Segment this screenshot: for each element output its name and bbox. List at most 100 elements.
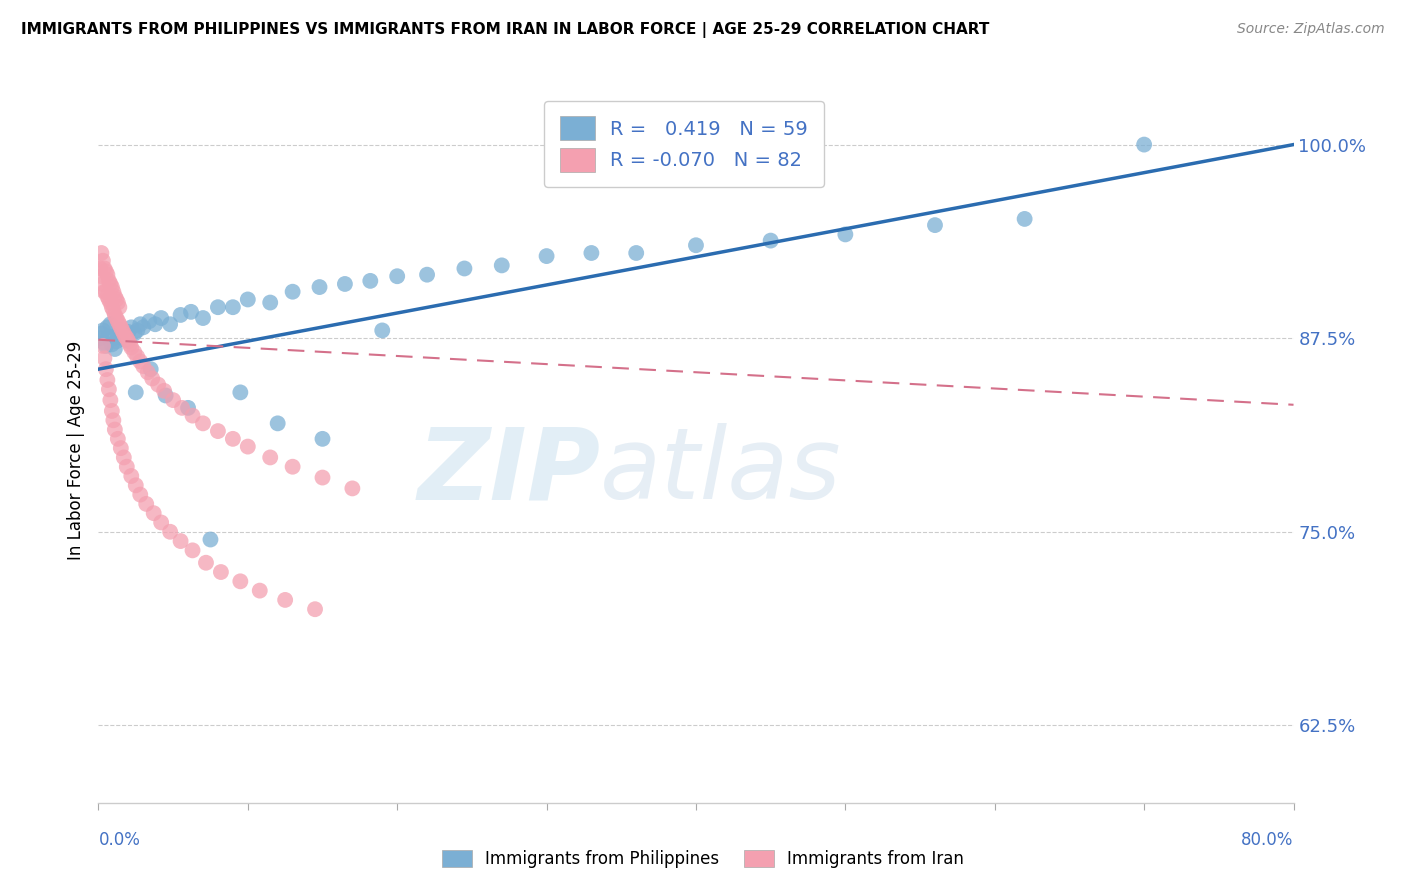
Point: [98, 295, 122, 310]
Point: [107, 314, 129, 328]
Point: [101, 337, 124, 351]
Point: [94, 285, 117, 299]
Point: [209, 565, 232, 579]
Point: [229, 385, 252, 400]
Point: [129, 487, 152, 501]
Point: [90, 326, 112, 341]
Point: [107, 295, 129, 310]
Point: [685, 238, 707, 252]
Point: [491, 259, 513, 273]
Point: [115, 459, 138, 474]
Point: [834, 227, 856, 242]
Point: [101, 300, 124, 314]
Point: [107, 328, 129, 343]
Point: [924, 218, 946, 232]
Point: [236, 440, 259, 454]
Point: [359, 274, 381, 288]
Point: [105, 293, 128, 307]
Point: [101, 280, 124, 294]
Point: [120, 320, 142, 334]
Point: [112, 326, 135, 341]
Point: [103, 303, 125, 318]
Point: [259, 295, 281, 310]
Text: 80.0%: 80.0%: [1241, 830, 1294, 848]
Point: [114, 329, 136, 343]
Point: [159, 524, 181, 539]
Point: [114, 333, 136, 347]
Point: [581, 246, 603, 260]
Point: [132, 359, 155, 373]
Point: [311, 432, 333, 446]
Point: [120, 341, 142, 355]
Text: ZIP: ZIP: [418, 423, 600, 520]
Point: [110, 320, 132, 334]
Point: [281, 285, 304, 299]
Point: [136, 365, 159, 379]
Point: [1133, 137, 1156, 152]
Point: [132, 320, 155, 334]
Point: [229, 574, 252, 589]
Text: 0.0%: 0.0%: [98, 830, 141, 848]
Point: [222, 300, 245, 314]
Point: [91, 277, 114, 291]
Point: [342, 482, 364, 496]
Point: [103, 285, 125, 299]
Point: [104, 342, 127, 356]
Point: [110, 441, 132, 455]
Point: [104, 308, 127, 322]
Point: [259, 450, 281, 465]
Point: [125, 478, 148, 492]
Point: [274, 593, 297, 607]
Point: [97, 293, 120, 307]
Point: [626, 246, 648, 260]
Point: [105, 311, 128, 326]
Point: [98, 277, 122, 291]
Point: [143, 317, 166, 331]
Point: [180, 305, 202, 319]
Point: [129, 317, 152, 331]
Point: [127, 350, 149, 364]
Point: [103, 331, 125, 345]
Point: [96, 373, 118, 387]
Point: [181, 409, 204, 423]
Point: [97, 274, 120, 288]
Point: [90, 246, 112, 260]
Point: [162, 393, 184, 408]
Text: atlas: atlas: [600, 423, 842, 520]
Point: [195, 556, 218, 570]
Point: [117, 334, 139, 349]
Point: [249, 583, 271, 598]
Point: [111, 323, 134, 337]
Point: [304, 602, 326, 616]
Point: [115, 331, 138, 345]
Point: [105, 334, 128, 349]
Legend: Immigrants from Philippines, Immigrants from Iran: Immigrants from Philippines, Immigrants …: [433, 842, 973, 877]
Point: [94, 339, 117, 353]
Point: [89, 261, 111, 276]
Point: [125, 385, 148, 400]
Point: [117, 325, 139, 339]
Point: [94, 264, 117, 278]
Point: [127, 323, 149, 337]
Point: [267, 417, 290, 431]
Point: [150, 311, 173, 326]
Point: [159, 317, 181, 331]
Point: [91, 253, 114, 268]
Point: [138, 314, 160, 328]
Point: [98, 393, 122, 408]
Point: [93, 335, 115, 350]
Point: [142, 506, 165, 520]
Point: [96, 268, 118, 282]
Point: [124, 345, 146, 359]
Point: [191, 311, 214, 326]
Y-axis label: In Labor Force | Age 25-29: In Labor Force | Age 25-29: [66, 341, 84, 560]
Point: [385, 269, 409, 284]
Point: [207, 424, 229, 438]
Point: [93, 261, 115, 276]
Point: [111, 329, 134, 343]
Point: [200, 533, 222, 547]
Point: [104, 289, 127, 303]
Point: [236, 293, 259, 307]
Point: [90, 269, 112, 284]
Point: [153, 384, 176, 398]
